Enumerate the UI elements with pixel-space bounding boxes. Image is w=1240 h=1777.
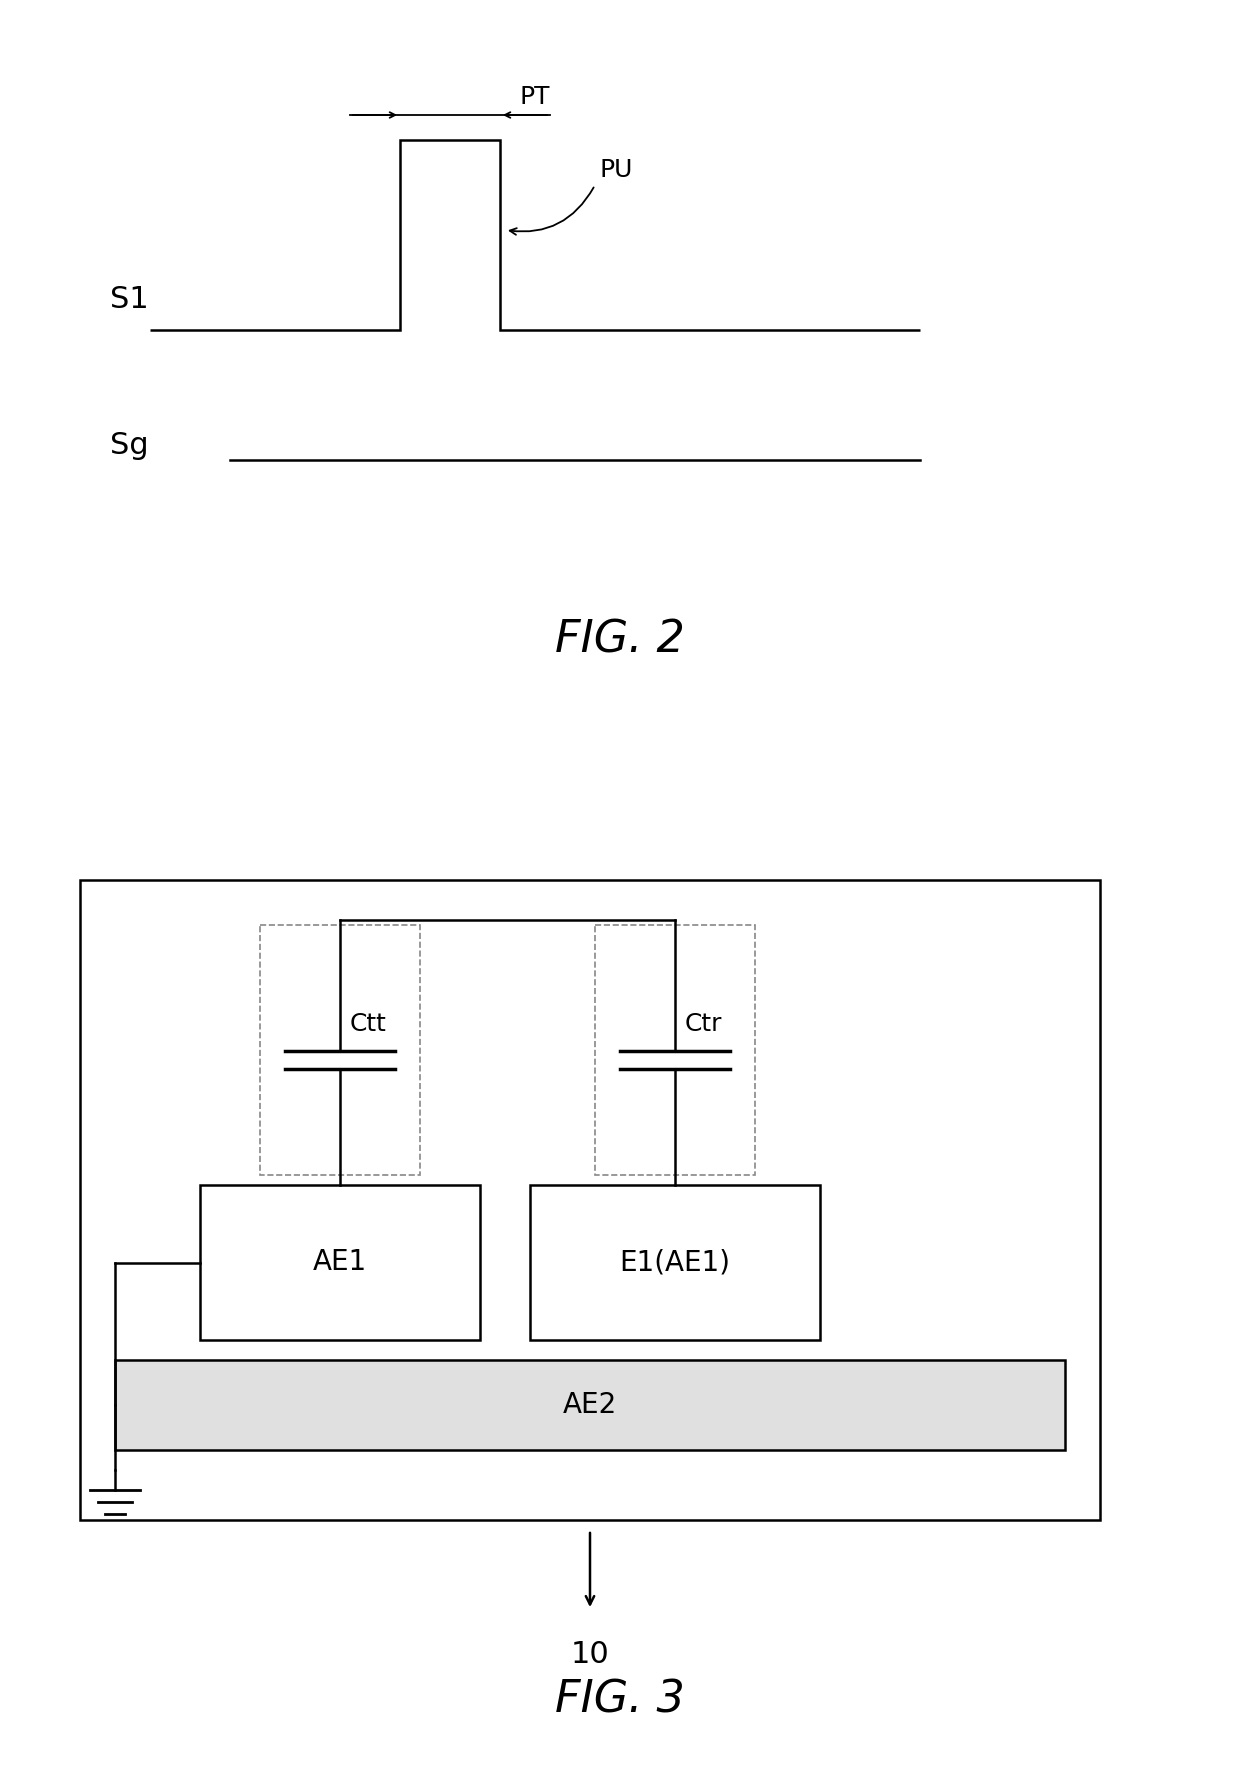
Text: S1: S1 <box>110 286 149 315</box>
Bar <box>260 926 420 1175</box>
Bar <box>595 926 755 1175</box>
Text: AE1: AE1 <box>312 1249 367 1276</box>
Text: Sg: Sg <box>110 430 149 460</box>
Bar <box>81 880 1100 1519</box>
Text: 10: 10 <box>570 1640 609 1669</box>
Text: PT: PT <box>520 85 551 108</box>
Text: Ctt: Ctt <box>350 1011 387 1036</box>
Text: AE2: AE2 <box>563 1391 618 1420</box>
Text: PU: PU <box>600 158 634 181</box>
Text: FIG. 3: FIG. 3 <box>556 1679 684 1722</box>
Text: E1(AE1): E1(AE1) <box>620 1249 730 1276</box>
Bar <box>115 1359 1065 1450</box>
Text: Ctr: Ctr <box>684 1011 723 1036</box>
Bar <box>529 1185 820 1340</box>
Bar <box>200 1185 480 1340</box>
Text: FIG. 2: FIG. 2 <box>556 618 684 661</box>
